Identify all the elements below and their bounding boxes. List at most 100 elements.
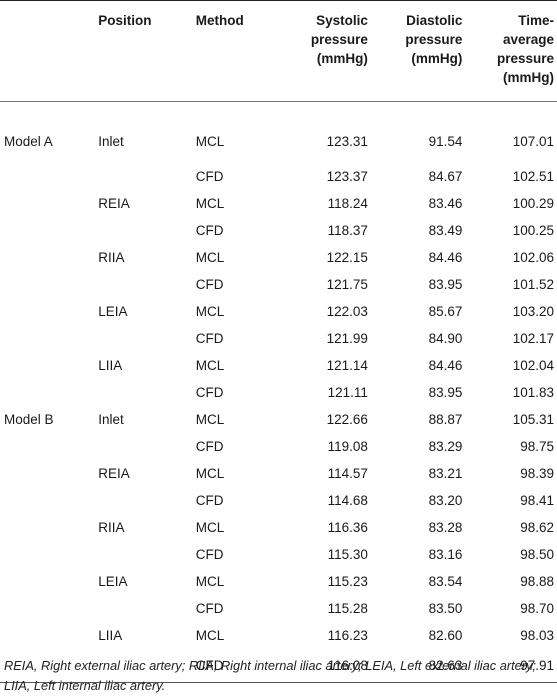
table-row: CFD 121.75 83.95 101.52 — [0, 271, 557, 298]
header-diastolic: Diastolic pressure (mmHg) — [368, 1, 463, 102]
cell-method: MCL — [195, 520, 225, 535]
cell-time-average: 100.29 — [512, 196, 554, 211]
header-systolic-line: Systolic — [316, 13, 368, 28]
table-footnote: REIA, Right external iliac artery; RIIA,… — [4, 658, 536, 693]
header-diastolic-line: pressure — [405, 32, 463, 47]
cell-position — [98, 595, 195, 622]
cell-method: MCL — [195, 466, 225, 481]
cell-time-average: 102.04 — [512, 358, 554, 373]
cell-diastolic: 83.28 — [428, 520, 463, 535]
cell-systolic: 115.28 — [327, 601, 368, 616]
cell-method: CFD — [195, 331, 224, 346]
cell-model — [0, 217, 98, 244]
table-row: LEIA MCL 122.03 85.67 103.20 — [0, 298, 557, 325]
cell-systolic: 122.66 — [326, 412, 368, 427]
cell-time-average: 98.39 — [520, 466, 554, 481]
cell-method: MCL — [195, 628, 225, 643]
table-row: CFD 121.99 84.90 102.17 — [0, 325, 557, 352]
cell-position: LEIA — [98, 304, 128, 319]
cell-diastolic: 84.46 — [428, 358, 463, 373]
cell-model — [0, 487, 98, 514]
cell-model — [0, 622, 98, 649]
cell-model — [0, 541, 98, 568]
cell-position: REIA — [98, 196, 130, 211]
table-row: LEIA MCL 115.23 83.54 98.88 — [0, 568, 557, 595]
cell-diastolic: 83.16 — [428, 547, 463, 562]
cell-position: LIIA — [98, 628, 123, 643]
header-systolic-line: (mmHg) — [316, 51, 368, 66]
cell-time-average: 98.03 — [520, 628, 554, 643]
cell-time-average: 105.31 — [512, 412, 554, 427]
table-row: CFD 119.08 83.29 98.75 — [0, 433, 557, 460]
cell-model — [0, 244, 98, 271]
cell-model — [0, 514, 98, 541]
cell-systolic: 121.14 — [326, 358, 368, 373]
header-time-average-line: pressure — [496, 51, 554, 66]
header-time-average-line: average — [502, 32, 554, 47]
table-row: LIIA MCL 121.14 84.46 102.04 — [0, 352, 557, 379]
cell-time-average: 101.52 — [512, 277, 554, 292]
cell-systolic: 123.37 — [326, 169, 368, 184]
table-row: Model B Inlet MCL 122.66 88.87 105.31 — [0, 406, 557, 433]
cell-time-average: 98.88 — [520, 574, 554, 589]
cell-systolic: 119.08 — [327, 439, 368, 454]
cell-systolic: 116.36 — [327, 520, 368, 535]
cell-position — [98, 271, 195, 298]
table-row: CFD 116.08 82.63 97.91 — [0, 649, 557, 683]
cell-diastolic: 85.67 — [428, 304, 463, 319]
cell-time-average: 102.06 — [512, 250, 554, 265]
cell-method: CFD — [195, 385, 224, 400]
cell-systolic: 122.15 — [326, 250, 368, 265]
cell-model — [0, 595, 98, 622]
table-row: CFD 121.11 83.95 101.83 — [0, 379, 557, 406]
cell-model: Model B — [4, 412, 54, 427]
header-position: Position — [98, 13, 152, 28]
table-row: Model A Inlet MCL 123.31 91.54 107.01 — [0, 101, 557, 163]
header-diastolic-line: (mmHg) — [411, 51, 463, 66]
cell-position: LEIA — [98, 574, 128, 589]
table-row: CFD 115.28 83.50 98.70 — [0, 595, 557, 622]
cell-diastolic: 88.87 — [428, 412, 463, 427]
cell-model — [0, 271, 98, 298]
cell-systolic: 116.08 — [281, 649, 368, 683]
cell-diastolic: 84.46 — [428, 250, 463, 265]
header-diastolic-line: Diastolic — [406, 13, 463, 28]
cell-model — [0, 568, 98, 595]
cell-systolic: 115.30 — [327, 547, 368, 562]
table-row: RIIA MCL 116.36 83.28 98.62 — [0, 514, 557, 541]
cell-systolic: 114.68 — [327, 493, 368, 508]
table-row: REIA MCL 118.24 83.46 100.29 — [0, 190, 557, 217]
cell-diastolic: 83.95 — [428, 277, 463, 292]
cell-systolic: 123.31 — [281, 101, 368, 163]
cell-diastolic: 84.90 — [428, 331, 463, 346]
cell-diastolic: 83.46 — [428, 196, 463, 211]
cell-diastolic: 83.20 — [428, 493, 463, 508]
cell-time-average: 98.70 — [520, 601, 554, 616]
cell-time-average: 102.51 — [512, 169, 554, 184]
header-method: Method — [195, 13, 244, 28]
cell-diastolic: 83.54 — [428, 574, 463, 589]
cell-model — [0, 325, 98, 352]
table-row: CFD 114.68 83.20 98.41 — [0, 487, 557, 514]
cell-position — [98, 649, 196, 683]
cell-method: MCL — [195, 101, 282, 163]
cell-method: MCL — [195, 412, 225, 427]
header-time-average-line: (mmHg) — [503, 70, 554, 85]
cell-position: REIA — [98, 466, 130, 481]
cell-systolic: 121.75 — [326, 277, 368, 292]
cell-model — [0, 433, 98, 460]
cell-model — [0, 379, 98, 406]
cell-position — [98, 217, 195, 244]
cell-position: LIIA — [98, 358, 123, 373]
cell-model — [0, 352, 98, 379]
cell-position — [98, 433, 195, 460]
cell-method: MCL — [195, 304, 225, 319]
header-time-average: Time- average pressure (mmHg) — [462, 1, 557, 102]
cell-time-average: 98.75 — [520, 439, 554, 454]
cell-diastolic: 83.50 — [428, 601, 463, 616]
cell-time-average: 102.17 — [512, 331, 554, 346]
cell-method: MCL — [195, 196, 225, 211]
cell-time-average: 98.41 — [520, 493, 554, 508]
cell-diastolic: 84.67 — [428, 169, 463, 184]
header-row: Position Method Systolic pressure (mmHg)… — [0, 0, 557, 102]
